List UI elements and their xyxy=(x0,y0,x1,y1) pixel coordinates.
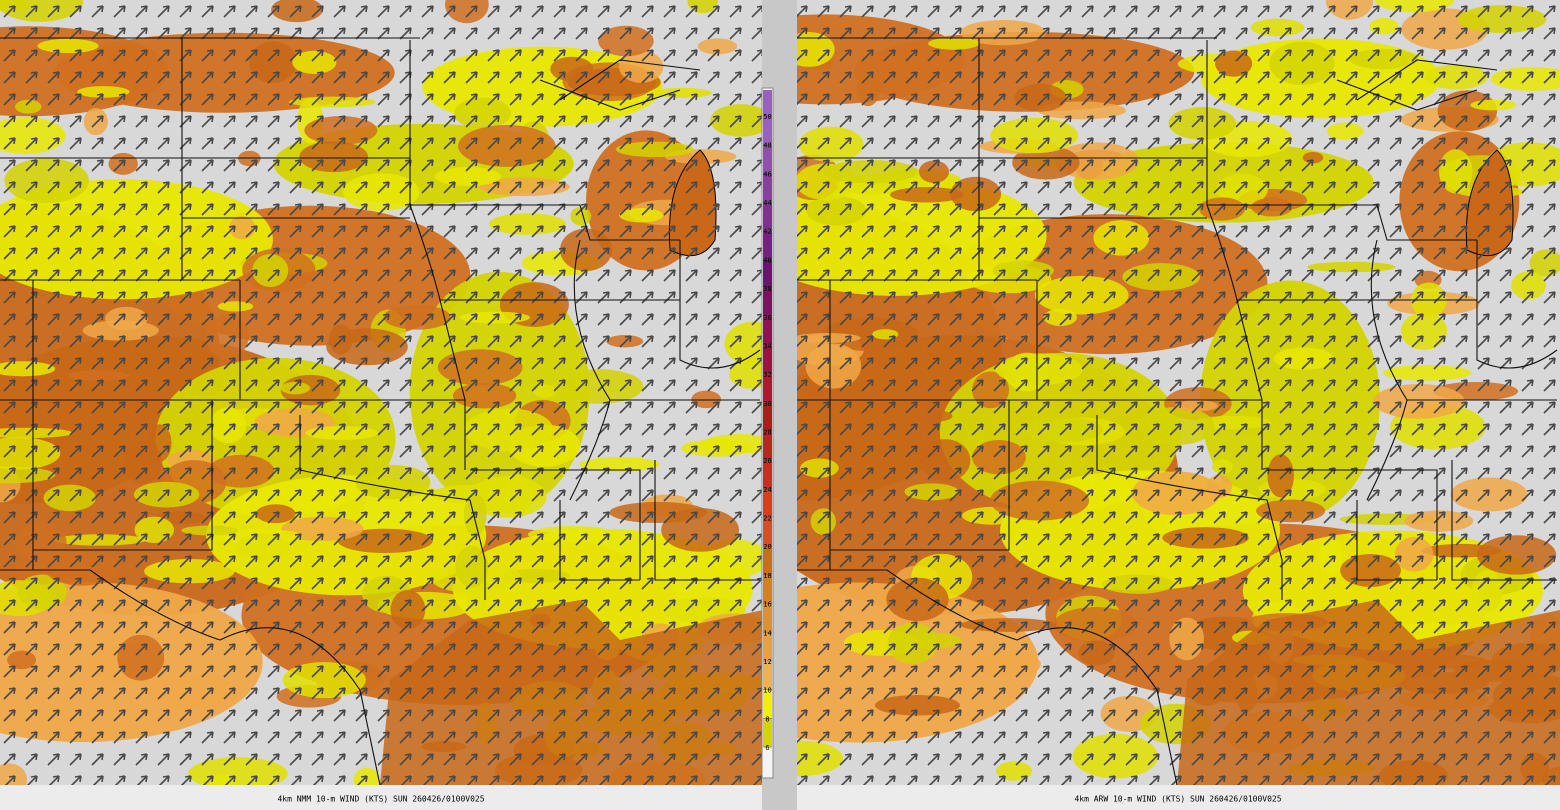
colorbar-label: 10 xyxy=(763,687,771,695)
state-border xyxy=(797,569,1178,785)
colorbar-segment xyxy=(763,90,772,116)
caption: 4km ARW 10-m WIND (KTS) SUN 260426/0100V… xyxy=(1074,795,1281,804)
colorbar-segment xyxy=(763,574,772,604)
state-border xyxy=(1206,40,1263,470)
colorbar-segment xyxy=(763,402,772,432)
caption-bar xyxy=(0,785,762,810)
state-border xyxy=(1207,204,1477,241)
colorbar-segment xyxy=(763,230,772,260)
colorbar-label: 38 xyxy=(763,285,771,293)
colorbar-label: 14 xyxy=(763,629,771,637)
colorbar-label: 28 xyxy=(763,429,771,437)
colorbar-label: 8 xyxy=(765,715,769,723)
wind-arrows xyxy=(797,0,1560,785)
colorbar-label: 6 xyxy=(765,744,769,752)
state-border xyxy=(470,469,641,580)
colorbar-segment xyxy=(763,374,772,403)
colorbar-label: 22 xyxy=(763,515,771,523)
colorbar-segment xyxy=(763,632,772,661)
colorbar-label: 48 xyxy=(763,142,771,150)
state-border xyxy=(539,59,701,111)
colorbar-segment xyxy=(763,689,772,719)
colorbar-segment xyxy=(763,345,772,375)
state-border xyxy=(33,400,213,551)
state-border xyxy=(559,500,640,581)
state-border xyxy=(1370,239,1557,401)
colorbar-label: 26 xyxy=(763,457,771,465)
colorbar-label: 24 xyxy=(763,486,771,494)
state-border xyxy=(299,415,486,600)
colorbar-segment xyxy=(763,517,772,547)
map-panel xyxy=(797,0,1560,785)
colorbar-segment xyxy=(763,116,772,145)
colorbar-label: 20 xyxy=(763,543,771,551)
colorbar-label: 40 xyxy=(763,256,771,264)
colorbar-segment xyxy=(763,546,772,575)
caption-bar xyxy=(797,785,1560,810)
colorbar-segment xyxy=(763,488,772,518)
state-border xyxy=(1476,240,1558,369)
colorbar-label: 36 xyxy=(763,314,771,322)
state-border xyxy=(1336,59,1498,111)
state-border xyxy=(573,239,760,401)
state-border xyxy=(410,204,680,241)
colorbar-segment xyxy=(763,316,772,346)
state-border xyxy=(1356,500,1437,581)
state-border xyxy=(1267,469,1438,580)
colorbar-label: 32 xyxy=(763,371,771,379)
state-border xyxy=(830,400,1010,551)
state-border xyxy=(0,569,381,785)
state-border xyxy=(1366,399,1408,501)
colorbar-segment xyxy=(763,288,772,317)
map-panel xyxy=(0,0,762,785)
colorbar-label: 34 xyxy=(763,342,771,350)
colorbar-segment xyxy=(763,431,772,461)
colorbar-label: 46 xyxy=(763,170,771,178)
colorbar-label: 50 xyxy=(763,113,771,121)
colorbar-segment xyxy=(763,660,772,690)
colorbar: 6 8 10 12 14 16 18 20 22 24 26 28 30 32 34 36 38 40 42 44 46… xyxy=(763,90,772,752)
colorbar-label: 12 xyxy=(763,658,771,666)
colorbar-label: 16 xyxy=(763,601,771,609)
state-border xyxy=(1096,415,1283,600)
colorbar-segment xyxy=(763,460,772,489)
colorbar-segment xyxy=(763,603,772,633)
colorbar-label: 18 xyxy=(763,572,771,580)
colorbar-segment xyxy=(763,202,772,231)
state-border xyxy=(1451,460,1557,581)
wind-arrows xyxy=(0,0,762,785)
colorbar-segment xyxy=(763,173,772,203)
colorbar-segment xyxy=(763,259,772,289)
state-border xyxy=(654,460,760,581)
state-border xyxy=(409,40,466,470)
colorbar-label: 30 xyxy=(763,400,771,408)
colorbar-label: 44 xyxy=(763,199,771,207)
colorbar-segment xyxy=(763,144,772,174)
colorbar-segment xyxy=(763,718,772,747)
caption: 4km NMM 10-m WIND (KTS) SUN 260426/0100V… xyxy=(277,795,484,804)
colorbar-label: 42 xyxy=(763,228,771,236)
state-border xyxy=(679,240,761,369)
state-border xyxy=(569,399,611,501)
